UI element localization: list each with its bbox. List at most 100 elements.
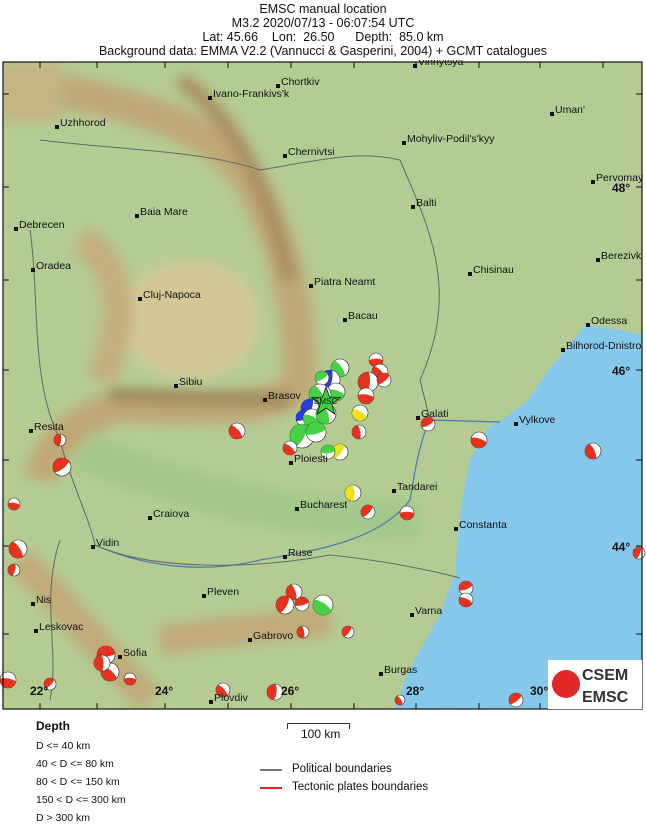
focal-mechanism[interactable] bbox=[420, 416, 436, 432]
focal-mechanism[interactable] bbox=[93, 654, 111, 672]
city-marker[interactable]: Chortkiv bbox=[276, 76, 320, 88]
focal-mechanism[interactable] bbox=[305, 421, 327, 443]
city-marker[interactable]: Ruse bbox=[283, 547, 313, 559]
city-marker[interactable]: Resita bbox=[29, 421, 64, 433]
city-marker[interactable]: Leskovac bbox=[34, 621, 83, 633]
focal-mechanism[interactable] bbox=[294, 596, 310, 612]
city-marker[interactable]: Brasov bbox=[263, 390, 301, 402]
focal-mechanism[interactable] bbox=[296, 625, 310, 639]
focal-mechanism[interactable] bbox=[53, 433, 67, 447]
city-label: Mohyliv-Podil's'kyy bbox=[407, 133, 495, 145]
focal-mechanism[interactable] bbox=[399, 505, 415, 521]
focal-mechanism[interactable] bbox=[8, 539, 28, 559]
city-marker[interactable]: Bucharest bbox=[295, 499, 347, 511]
city-dot bbox=[283, 154, 287, 158]
focal-mechanism[interactable] bbox=[394, 694, 406, 706]
focal-mechanism[interactable] bbox=[331, 443, 349, 461]
svg-text:EMSC: EMSC bbox=[582, 689, 629, 706]
focal-mechanism[interactable] bbox=[215, 682, 231, 698]
epicenter[interactable]: EMSC bbox=[310, 385, 342, 416]
focal-mechanism[interactable] bbox=[282, 440, 298, 456]
city-marker[interactable]: Balti bbox=[411, 197, 436, 209]
focal-mechanism[interactable] bbox=[320, 444, 336, 460]
city-marker[interactable]: Piatra Neamt bbox=[309, 276, 375, 288]
focal-mechanism[interactable] bbox=[584, 442, 602, 460]
focal-mechanism[interactable] bbox=[312, 594, 334, 616]
focal-mechanism[interactable] bbox=[344, 484, 362, 502]
focal-mechanism[interactable] bbox=[314, 370, 330, 386]
city-dot bbox=[561, 348, 565, 352]
city-dot bbox=[209, 700, 213, 704]
city-label: Resita bbox=[34, 421, 64, 433]
focal-mechanism[interactable] bbox=[360, 504, 376, 520]
tectonic-line-swatch bbox=[260, 787, 282, 789]
focal-mechanism[interactable] bbox=[0, 671, 17, 689]
city-marker[interactable]: Pervomay bbox=[591, 172, 644, 184]
city-label: Leskovac bbox=[39, 621, 83, 633]
city-marker[interactable]: Debrecen bbox=[14, 219, 65, 231]
city-marker[interactable]: Vidin bbox=[91, 537, 119, 549]
focal-mechanism[interactable] bbox=[285, 583, 303, 601]
focal-mechanism[interactable] bbox=[351, 424, 367, 440]
city-marker[interactable]: Cluj-Napoca bbox=[138, 289, 201, 301]
city-marker[interactable]: Vinnytsya bbox=[413, 60, 463, 68]
latitude-label: 44° bbox=[612, 540, 630, 554]
city-marker[interactable]: Mohyliv-Podil's'kyy bbox=[402, 133, 495, 145]
city-marker[interactable]: Berezivk bbox=[596, 250, 642, 262]
focal-mechanism[interactable] bbox=[357, 387, 375, 405]
city-marker[interactable]: Uman' bbox=[550, 104, 585, 116]
city-marker[interactable]: Sofia bbox=[118, 647, 147, 659]
city-dot bbox=[379, 672, 383, 676]
political-boundaries bbox=[29, 139, 461, 701]
focal-mechanism[interactable] bbox=[376, 372, 392, 388]
city-marker[interactable]: Ploiesti bbox=[289, 453, 328, 465]
city-marker[interactable]: Chisinau bbox=[468, 264, 514, 276]
city-marker[interactable]: Varna bbox=[410, 605, 442, 617]
focal-mechanism[interactable] bbox=[351, 404, 369, 422]
focal-mechanism[interactable] bbox=[470, 431, 488, 449]
city-marker[interactable]: Galati bbox=[416, 408, 448, 420]
city-marker[interactable]: Vylkove bbox=[514, 414, 556, 426]
city-marker[interactable]: Nis bbox=[31, 594, 51, 606]
city-marker[interactable]: Plovdiv bbox=[209, 692, 249, 704]
city-dot bbox=[248, 638, 252, 642]
city-marker[interactable]: Pleven bbox=[202, 586, 239, 598]
focal-mechanism[interactable] bbox=[7, 563, 21, 577]
city-marker[interactable]: Chernivtsi bbox=[283, 146, 335, 158]
city-marker[interactable]: Odessa bbox=[586, 315, 627, 327]
focal-mechanism[interactable] bbox=[341, 625, 355, 639]
city-label: Uman' bbox=[555, 104, 585, 116]
focal-mechanism[interactable] bbox=[123, 672, 137, 686]
longitude-label: 24° bbox=[155, 684, 173, 698]
city-dot bbox=[309, 284, 313, 288]
city-dot bbox=[411, 205, 415, 209]
focal-mechanism[interactable] bbox=[52, 457, 72, 477]
city-marker[interactable]: Gabrovo bbox=[248, 630, 293, 642]
city-marker[interactable]: Bilhorod-Dnistro bbox=[561, 340, 641, 352]
focal-mechanism[interactable] bbox=[275, 595, 295, 615]
focal-mechanism[interactable] bbox=[7, 497, 21, 511]
city-dot bbox=[413, 64, 417, 68]
title: EMSC manual location bbox=[259, 2, 387, 16]
city-marker[interactable]: Burgas bbox=[379, 664, 417, 676]
epicenter-label: EMSC bbox=[314, 397, 337, 406]
city-marker[interactable]: Oradea bbox=[31, 260, 71, 272]
focal-mechanism[interactable] bbox=[228, 422, 246, 440]
focal-mechanism[interactable] bbox=[458, 592, 474, 608]
focal-mechanism[interactable] bbox=[632, 546, 646, 560]
city-marker[interactable]: Constanta bbox=[454, 519, 507, 531]
city-dot bbox=[289, 461, 293, 465]
city-marker[interactable]: Sibiu bbox=[174, 376, 203, 388]
city-marker[interactable]: Craiova bbox=[148, 508, 189, 520]
focal-mechanism[interactable] bbox=[266, 683, 284, 701]
city-marker[interactable]: Ivano-Frankivs'k bbox=[208, 88, 290, 100]
city-dot bbox=[591, 180, 595, 184]
city-marker[interactable]: Uzhhorod bbox=[55, 117, 106, 129]
focal-mechanism[interactable] bbox=[43, 677, 57, 691]
city-dot bbox=[118, 655, 122, 659]
city-marker[interactable]: Baia Mare bbox=[135, 206, 188, 218]
city-marker[interactable]: Tandarei bbox=[392, 481, 437, 493]
city-marker[interactable]: Bacau bbox=[343, 310, 378, 322]
focal-mechanism[interactable] bbox=[508, 692, 524, 708]
